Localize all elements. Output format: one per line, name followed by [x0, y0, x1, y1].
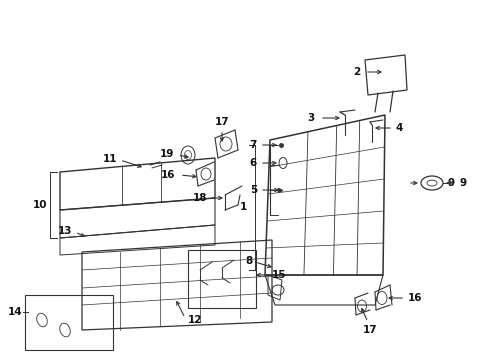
Text: 7: 7 — [249, 140, 257, 150]
Text: 14: 14 — [7, 307, 22, 317]
Text: 13: 13 — [58, 226, 72, 236]
Bar — [187, 250, 256, 308]
Text: 11: 11 — [102, 154, 117, 164]
Text: 1: 1 — [239, 202, 246, 212]
Text: 8: 8 — [245, 256, 252, 266]
Text: 15: 15 — [271, 270, 286, 280]
Text: 18: 18 — [192, 193, 206, 203]
Text: 3: 3 — [307, 113, 314, 123]
Text: 16: 16 — [160, 170, 175, 180]
Text: 5: 5 — [249, 185, 257, 195]
Text: 10: 10 — [32, 200, 47, 210]
Text: 9: 9 — [459, 178, 466, 188]
Text: 17: 17 — [362, 325, 377, 335]
Text: 2: 2 — [352, 67, 359, 77]
Text: 6: 6 — [249, 158, 257, 168]
Text: 9: 9 — [447, 178, 454, 188]
Bar — [25, 295, 113, 350]
Text: 17: 17 — [214, 117, 229, 127]
Text: 16: 16 — [407, 293, 422, 303]
Text: 19: 19 — [159, 149, 174, 159]
Text: 12: 12 — [187, 315, 202, 325]
Text: 4: 4 — [394, 123, 402, 133]
